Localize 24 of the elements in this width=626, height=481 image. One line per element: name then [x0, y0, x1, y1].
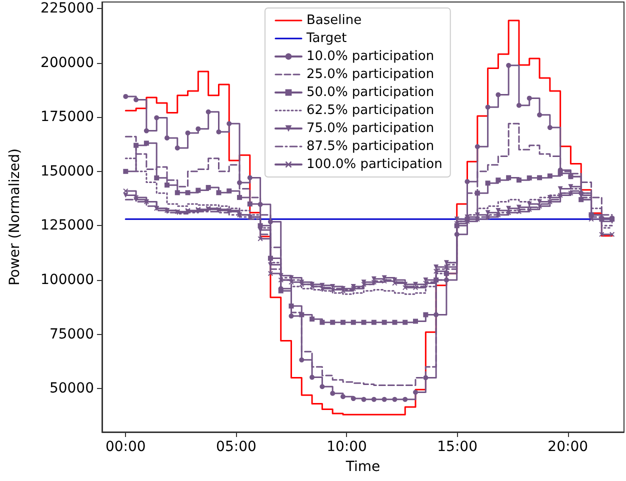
- y-tick-label: 175000: [40, 109, 94, 126]
- y-axis-title: Power (Normalized): [7, 148, 23, 286]
- legend-label: 10.0% participation: [306, 49, 434, 64]
- y-tick-label: 75000: [49, 326, 94, 342]
- legend-label: 87.5% participation: [306, 139, 434, 154]
- x-tick-label: 10:00: [326, 439, 367, 455]
- y-tick-label: 125000: [40, 218, 94, 234]
- x-tick-label: 15:00: [437, 439, 478, 455]
- legend-label: 62.5% participation: [306, 103, 434, 118]
- legend-label: Target: [306, 31, 347, 46]
- x-tick-label: 05:00: [216, 439, 256, 455]
- y-tick-label: 150000: [40, 163, 94, 180]
- y-tick-label: 100000: [40, 272, 94, 288]
- legend-label: 75.0% participation: [306, 121, 434, 136]
- legend-label: 100.0% participation: [306, 157, 442, 172]
- legend-label: 50.0% participation: [306, 85, 434, 100]
- x-axis-title: Time: [344, 459, 380, 475]
- legend-label: Baseline: [306, 13, 362, 28]
- x-tick-label: 20:00: [548, 439, 588, 455]
- y-tick-label: 50000: [49, 380, 94, 397]
- y-tick-label: 225000: [40, 0, 94, 17]
- x-tick-label: 00:00: [105, 439, 146, 455]
- legend-label: 25.0% participation: [306, 67, 434, 82]
- y-tick-label: 200000: [40, 54, 94, 71]
